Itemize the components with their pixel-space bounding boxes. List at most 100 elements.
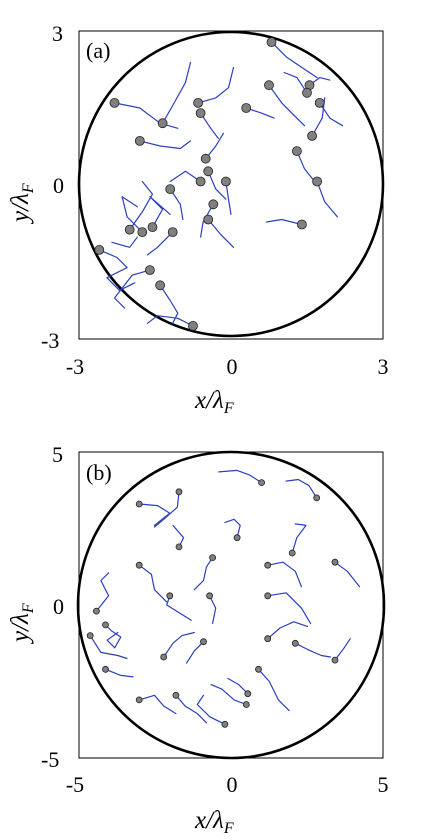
panel-b-particle-28 xyxy=(331,656,339,664)
panel-a-particle-15 xyxy=(200,153,211,164)
panel-b-particle-22 xyxy=(221,720,229,728)
panel-b-particle-10 xyxy=(264,561,272,569)
panel-b-particle-15 xyxy=(86,632,94,639)
panel-a-particle-23 xyxy=(137,227,148,238)
panel-b-particle-1 xyxy=(313,494,321,502)
panel-a-trajectory-7 xyxy=(316,180,338,218)
panel-b-trajectories xyxy=(89,469,361,725)
panel-a-trajectory-8 xyxy=(265,218,303,226)
panel-a-particle-16 xyxy=(203,166,214,177)
panel-a-particle-29 xyxy=(188,320,198,331)
panel-b-particle-8 xyxy=(166,592,174,600)
panel-a-trajectory-15 xyxy=(205,132,224,160)
panel-a-xlabel: x/λF xyxy=(194,387,234,417)
panel-a-trajectory-3 xyxy=(283,71,308,94)
panel-a-particle-7 xyxy=(312,176,323,187)
panel-a-label: (a) xyxy=(86,38,110,63)
panel-a-trajectory-21 xyxy=(207,218,235,248)
panel-b-trajectory-22 xyxy=(196,694,226,725)
panel-b-trajectory-3 xyxy=(153,491,180,528)
panel-b-trajectory-19 xyxy=(186,641,205,664)
panel-a-particle-26 xyxy=(94,244,105,255)
panel-b-trajectory-18 xyxy=(163,631,195,658)
panel-a-trajectory-29 xyxy=(146,315,194,327)
panel-a-trajectory-30 xyxy=(111,236,138,248)
panel-a-ytick-top: 3 xyxy=(52,21,63,46)
panel-b-trajectory-14 xyxy=(95,572,110,612)
panel-a-xtick-mid: 0 xyxy=(227,354,238,379)
panel-a-particle-19 xyxy=(220,176,231,187)
panel-b-trajectory-16 xyxy=(104,624,122,649)
panel-a-particle-8 xyxy=(296,219,307,230)
panel-b-xtick-left: -5 xyxy=(66,772,84,797)
panel-b-particle-7 xyxy=(209,554,217,561)
panel-b-trajectory-15 xyxy=(89,634,128,660)
panel-a-particle-3 xyxy=(302,87,312,98)
panel-a-trajectory-19 xyxy=(225,180,232,215)
panel-b-particle-2 xyxy=(135,500,143,508)
panel-b-trajectory-26 xyxy=(267,621,309,640)
panel-b-trajectory-7 xyxy=(193,556,214,591)
panel-a-particle-22 xyxy=(124,224,135,235)
panel-a-particle-25 xyxy=(167,227,178,238)
panel-b-particle-24 xyxy=(255,665,262,673)
panel-a-trajectory-22 xyxy=(129,180,154,231)
panel-b-particle-3 xyxy=(175,488,183,496)
panel-a-particle-1 xyxy=(264,80,274,91)
panel-b-trajectory-28 xyxy=(334,638,351,661)
panel-b-trajectory-13 xyxy=(267,592,312,625)
panel-a-particle-10 xyxy=(157,118,168,129)
panel-b-boundary-circle xyxy=(76,450,386,760)
panel-a-particle-21 xyxy=(203,214,214,225)
panel-b-particle-0 xyxy=(258,479,266,487)
panel-a-particle-4 xyxy=(314,98,325,108)
panel-b-particle-19 xyxy=(200,638,207,646)
panel-a-trajectory-27 xyxy=(113,269,151,309)
panel-a-trajectory-23 xyxy=(121,196,143,233)
panel-a-trajectory-12 xyxy=(200,112,219,139)
panel-b-particle-23 xyxy=(242,701,250,708)
panel-a-particle-5 xyxy=(307,130,318,141)
panel-b-ytick-mid: 0 xyxy=(53,594,64,619)
panel-a-particle-0 xyxy=(266,37,277,47)
panel-a-trajectory-18 xyxy=(169,188,184,221)
panel-b-trajectory-9 xyxy=(209,595,217,625)
panel-a-xtick-left: -3 xyxy=(66,354,84,379)
panel-b-plot-frame xyxy=(78,451,384,759)
panel-b-trajectory-17 xyxy=(104,668,134,678)
panel-b-ytick-top: 5 xyxy=(52,442,63,467)
panel-b-trajectory-1 xyxy=(285,478,318,499)
panel-a-particle-12 xyxy=(195,108,206,118)
panel-b-particle-9 xyxy=(206,592,214,600)
panel-b-xtick-right: 5 xyxy=(378,772,389,797)
panel-b-trajectory-11 xyxy=(291,523,307,554)
panel-b-trajectory-27 xyxy=(294,642,331,658)
panel-a-particle-18 xyxy=(165,184,176,195)
panel-b-label: (b) xyxy=(86,460,112,485)
panel-b-ytick-bottom: -5 xyxy=(41,747,59,772)
panel-b-trajectory-20 xyxy=(138,694,177,715)
panel-a-boundary-circle xyxy=(77,30,385,338)
panel-a: (a) 3 0 -3 -3 0 3 x/λF y/λF xyxy=(7,21,389,417)
panel-a-ytick-bottom: -3 xyxy=(41,328,59,353)
panel-b-particle-11 xyxy=(288,549,296,557)
panel-b-trajectory-21 xyxy=(175,694,208,724)
panel-b-trajectory-10 xyxy=(267,561,302,588)
panel-a-trajectory-16 xyxy=(207,170,227,200)
panel-b-ylabel: y/λF xyxy=(7,603,37,645)
panel-a-trajectories xyxy=(98,41,344,327)
panel-b-particle-14 xyxy=(93,607,100,615)
panel-b-trajectory-23 xyxy=(210,683,247,706)
panel-a-particle-6 xyxy=(291,146,302,157)
panel-b-particle-21 xyxy=(172,691,180,699)
panel-a-trajectory-25 xyxy=(146,231,174,256)
panel-b-particle-12 xyxy=(331,558,339,566)
panel-b-xtick-mid: 0 xyxy=(227,772,238,797)
panel-b-particle-26 xyxy=(264,635,272,643)
panel-b-particle-13 xyxy=(264,592,272,600)
panel-a-particle-13 xyxy=(241,103,252,113)
panel-b-particle-4 xyxy=(233,534,241,542)
panel-a-trajectory-13 xyxy=(245,107,275,119)
panel-b-particle-20 xyxy=(135,696,143,704)
